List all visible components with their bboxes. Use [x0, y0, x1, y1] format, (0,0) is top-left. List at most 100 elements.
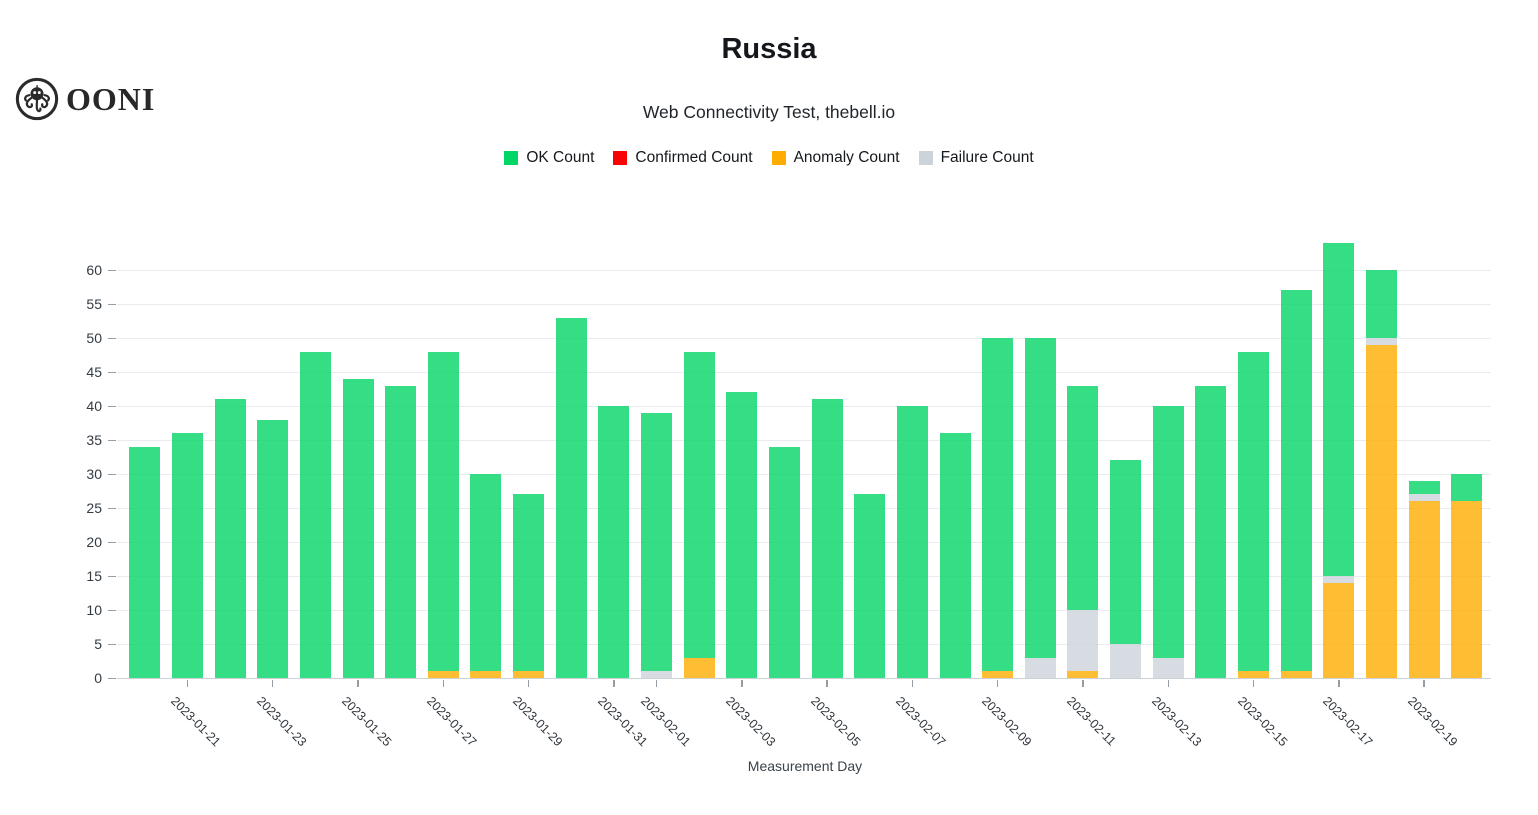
- bar-2023-02-11[interactable]: [1067, 385, 1099, 678]
- bar-segment-failure-count[interactable]: [1408, 494, 1440, 502]
- y-tick-label-35: 35: [86, 432, 102, 448]
- y-tick-label-40: 40: [86, 398, 102, 414]
- bar-segment-ok-count[interactable]: [257, 419, 289, 678]
- bar-2023-01-26[interactable]: [385, 385, 417, 678]
- bar-segment-anomaly-count[interactable]: [1280, 671, 1312, 678]
- bar-segment-ok-count[interactable]: [129, 446, 161, 678]
- bar-2023-02-13[interactable]: [1152, 406, 1184, 678]
- bar-2023-01-23[interactable]: [257, 419, 289, 678]
- bar-segment-anomaly-count[interactable]: [1408, 501, 1440, 678]
- bar-segment-ok-count[interactable]: [811, 399, 843, 678]
- y-tick-mark: [108, 609, 116, 611]
- bar-2023-02-09[interactable]: [982, 338, 1014, 678]
- bar-segment-anomaly-count[interactable]: [683, 657, 715, 678]
- bar-segment-anomaly-count[interactable]: [513, 671, 545, 678]
- bar-segment-ok-count[interactable]: [1110, 460, 1142, 644]
- y-tick-mark: [108, 405, 116, 407]
- bar-segment-ok-count[interactable]: [896, 406, 928, 678]
- ooni-octopus-icon: [14, 76, 60, 122]
- bar-segment-anomaly-count[interactable]: [1067, 671, 1099, 678]
- ooni-logo[interactable]: OONI: [14, 76, 155, 122]
- bar-2023-02-10[interactable]: [1024, 338, 1056, 678]
- bar-segment-ok-count[interactable]: [726, 392, 758, 678]
- x-tick-mark: [1338, 679, 1340, 687]
- bar-segment-failure-count[interactable]: [1067, 609, 1099, 672]
- bar-segment-ok-count[interactable]: [1195, 385, 1227, 678]
- bar-segment-ok-count[interactable]: [1408, 480, 1440, 495]
- bar-segment-anomaly-count[interactable]: [1366, 344, 1397, 678]
- x-tick-label-2023-01-21: 2023-01-21: [168, 694, 224, 750]
- bar-segment-ok-count[interactable]: [1280, 290, 1312, 672]
- bar-segment-failure-count[interactable]: [1366, 338, 1397, 345]
- gridline-y-35: [117, 440, 1491, 441]
- x-tick-mark: [613, 679, 615, 687]
- bar-2023-02-19[interactable]: [1408, 480, 1440, 678]
- bar-segment-ok-count[interactable]: [854, 494, 886, 678]
- bar-2023-02-12[interactable]: [1110, 460, 1142, 678]
- bar-2023-01-28[interactable]: [470, 474, 502, 678]
- bar-2023-02-08[interactable]: [939, 433, 971, 678]
- bar-segment-failure-count[interactable]: [641, 671, 673, 678]
- bar-2023-02-18[interactable]: [1366, 270, 1397, 678]
- bar-segment-anomaly-count[interactable]: [1323, 582, 1355, 678]
- bar-2023-01-30[interactable]: [555, 317, 587, 678]
- bar-segment-failure-count[interactable]: [1152, 657, 1184, 678]
- bar-2023-01-22[interactable]: [214, 399, 246, 678]
- bar-2023-02-02[interactable]: [683, 351, 715, 678]
- bar-segment-ok-count[interactable]: [427, 351, 459, 672]
- bar-2023-02-04[interactable]: [768, 446, 800, 678]
- bar-segment-anomaly-count[interactable]: [470, 671, 502, 678]
- bar-2023-02-17[interactable]: [1323, 242, 1355, 678]
- bar-segment-anomaly-count[interactable]: [427, 671, 459, 678]
- legend-label: Anomaly Count: [793, 149, 900, 166]
- bar-2023-02-14[interactable]: [1195, 385, 1227, 678]
- x-tick-mark: [527, 679, 530, 687]
- bar-2023-02-15[interactable]: [1238, 351, 1270, 678]
- bar-segment-ok-count[interactable]: [939, 433, 971, 678]
- bar-2023-01-27[interactable]: [427, 351, 459, 678]
- bar-segment-anomaly-count[interactable]: [1238, 671, 1270, 678]
- bar-2023-02-20[interactable]: [1451, 474, 1483, 678]
- bar-segment-ok-count[interactable]: [470, 474, 502, 672]
- bar-2023-02-07[interactable]: [896, 406, 928, 678]
- bar-2023-02-01[interactable]: [641, 412, 673, 678]
- bar-segment-ok-count[interactable]: [768, 446, 800, 678]
- bar-segment-failure-count[interactable]: [1024, 657, 1056, 678]
- bar-2023-02-05[interactable]: [811, 399, 843, 678]
- x-tick-label-2023-01-29: 2023-01-29: [509, 694, 565, 750]
- bar-segment-ok-count[interactable]: [1067, 385, 1099, 610]
- bar-segment-anomaly-count[interactable]: [982, 671, 1014, 678]
- bar-2023-02-16[interactable]: [1280, 290, 1312, 678]
- bar-2023-02-06[interactable]: [854, 494, 886, 678]
- bar-segment-ok-count[interactable]: [1152, 406, 1184, 658]
- bar-2023-02-03[interactable]: [726, 392, 758, 678]
- bar-segment-ok-count[interactable]: [1238, 351, 1270, 672]
- bar-segment-anomaly-count[interactable]: [1451, 501, 1483, 678]
- bar-segment-ok-count[interactable]: [598, 406, 630, 678]
- bar-2023-01-21[interactable]: [171, 433, 203, 678]
- bar-segment-ok-count[interactable]: [385, 385, 417, 678]
- bar-2023-01-20[interactable]: [129, 446, 161, 678]
- bar-segment-ok-count[interactable]: [513, 494, 545, 672]
- y-tick-mark: [108, 337, 116, 339]
- bar-segment-failure-count[interactable]: [1323, 575, 1355, 583]
- y-tick-mark: [108, 439, 116, 441]
- gridline-y-10: [117, 610, 1491, 611]
- bar-segment-ok-count[interactable]: [342, 378, 374, 678]
- bar-segment-failure-count[interactable]: [1110, 643, 1142, 678]
- bar-segment-ok-count[interactable]: [982, 338, 1014, 672]
- bar-segment-ok-count[interactable]: [214, 399, 246, 678]
- bar-2023-01-25[interactable]: [342, 378, 374, 678]
- bar-segment-ok-count[interactable]: [683, 351, 715, 658]
- bar-segment-ok-count[interactable]: [1323, 242, 1355, 576]
- bar-segment-ok-count[interactable]: [299, 351, 331, 678]
- bar-2023-01-29[interactable]: [513, 494, 545, 678]
- bar-segment-ok-count[interactable]: [555, 317, 587, 678]
- bar-segment-ok-count[interactable]: [1451, 474, 1483, 502]
- bar-segment-ok-count[interactable]: [1366, 270, 1397, 338]
- bar-segment-ok-count[interactable]: [1024, 338, 1056, 658]
- bar-segment-ok-count[interactable]: [171, 433, 203, 678]
- bar-segment-ok-count[interactable]: [641, 412, 673, 672]
- bar-2023-01-24[interactable]: [299, 351, 331, 678]
- bar-2023-01-31[interactable]: [598, 406, 630, 678]
